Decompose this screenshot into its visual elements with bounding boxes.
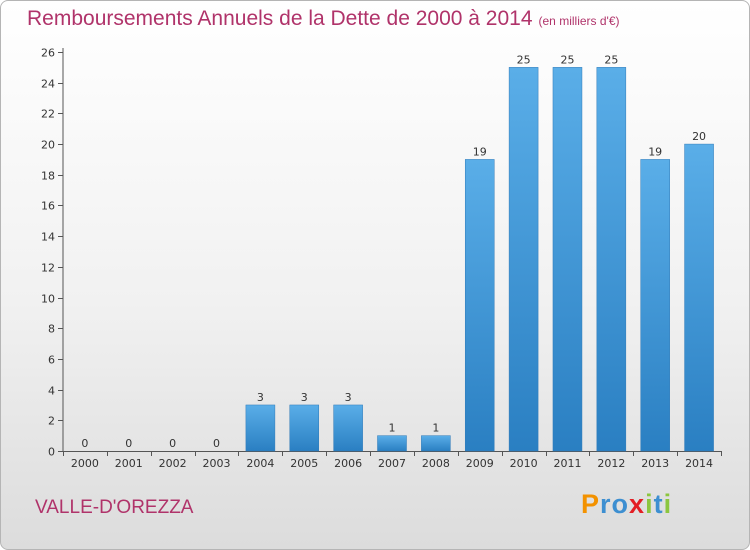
data-label-2003: 0 bbox=[213, 437, 220, 450]
x-tick-label: 2014 bbox=[685, 457, 713, 470]
bar-2009 bbox=[464, 159, 495, 452]
bar-2007 bbox=[377, 435, 407, 452]
y-tick-label: 6 bbox=[48, 354, 55, 367]
bar-2004 bbox=[245, 404, 276, 452]
logo-letter: o bbox=[611, 489, 630, 519]
bar-2005 bbox=[289, 404, 320, 452]
data-label-2004: 3 bbox=[257, 391, 264, 404]
x-tick-label: 2001 bbox=[115, 457, 143, 470]
bar-2011 bbox=[552, 67, 583, 452]
x-tick-label: 2004 bbox=[246, 457, 274, 470]
data-label-2013: 19 bbox=[648, 145, 662, 158]
y-tick-label: 12 bbox=[41, 262, 55, 275]
x-tick-label: 2012 bbox=[597, 457, 625, 470]
chart-title-unit: (en milliers d'€) bbox=[538, 14, 620, 28]
y-tick-label: 2 bbox=[48, 415, 55, 428]
x-tick-label: 2013 bbox=[641, 457, 669, 470]
data-label-2010: 25 bbox=[517, 53, 531, 66]
bar-2012 bbox=[596, 67, 627, 452]
logo-letter: i bbox=[645, 489, 654, 519]
bar-2006 bbox=[333, 404, 363, 452]
x-tick-label: 2005 bbox=[290, 457, 318, 470]
chart-title: Remboursements Annuels de la Dette de 20… bbox=[27, 7, 620, 31]
x-tick-label: 2011 bbox=[553, 457, 581, 470]
data-label-2000: 0 bbox=[81, 437, 88, 450]
x-tick-label: 2010 bbox=[510, 457, 538, 470]
y-tick-label: 4 bbox=[48, 385, 55, 398]
y-tick-label: 8 bbox=[48, 323, 55, 336]
bar-2014 bbox=[684, 143, 714, 452]
bar-2010 bbox=[508, 67, 539, 452]
chart-title-main: Remboursements Annuels de la Dette de 20… bbox=[27, 7, 533, 30]
y-tick-label: 14 bbox=[41, 231, 55, 244]
logo-letter: r bbox=[600, 489, 612, 519]
proxiti-logo[interactable]: Proxiti bbox=[581, 489, 672, 520]
x-tick-label: 2009 bbox=[466, 457, 494, 470]
x-tick-label: 2002 bbox=[159, 457, 187, 470]
data-label-2014: 20 bbox=[692, 130, 706, 143]
logo-letter: i bbox=[663, 489, 673, 519]
y-tick-label: 26 bbox=[41, 47, 55, 60]
y-tick-label: 10 bbox=[41, 293, 55, 306]
y-tick-label: 18 bbox=[41, 170, 55, 183]
y-tick-label: 24 bbox=[41, 78, 55, 91]
bar-2008 bbox=[421, 435, 451, 452]
data-label-2007: 1 bbox=[389, 422, 396, 435]
logo-letter: P bbox=[581, 489, 601, 519]
data-label-2002: 0 bbox=[169, 437, 176, 450]
y-tick-label: 0 bbox=[48, 446, 55, 459]
data-label-2006: 3 bbox=[345, 391, 352, 404]
data-label-2005: 3 bbox=[301, 391, 308, 404]
x-tick-label: 2006 bbox=[334, 457, 362, 470]
x-tick-label: 2003 bbox=[203, 457, 231, 470]
y-tick-label: 16 bbox=[41, 200, 55, 213]
logo-letter: x bbox=[629, 489, 646, 519]
x-tick-label: 2007 bbox=[378, 457, 406, 470]
x-tick-label: 2000 bbox=[71, 457, 99, 470]
data-label-2001: 0 bbox=[125, 437, 132, 450]
y-tick-label: 20 bbox=[41, 139, 55, 152]
x-tick-label: 2008 bbox=[422, 457, 450, 470]
logo-letter: t bbox=[653, 489, 664, 519]
data-label-2008: 1 bbox=[432, 422, 439, 435]
y-tick-label: 22 bbox=[41, 108, 55, 121]
data-label-2009: 19 bbox=[473, 145, 487, 158]
commune-name: VALLE-D'OREZZA bbox=[35, 497, 194, 518]
data-label-2011: 25 bbox=[560, 53, 574, 66]
bar-2013 bbox=[640, 159, 670, 452]
data-label-2012: 25 bbox=[604, 53, 618, 66]
